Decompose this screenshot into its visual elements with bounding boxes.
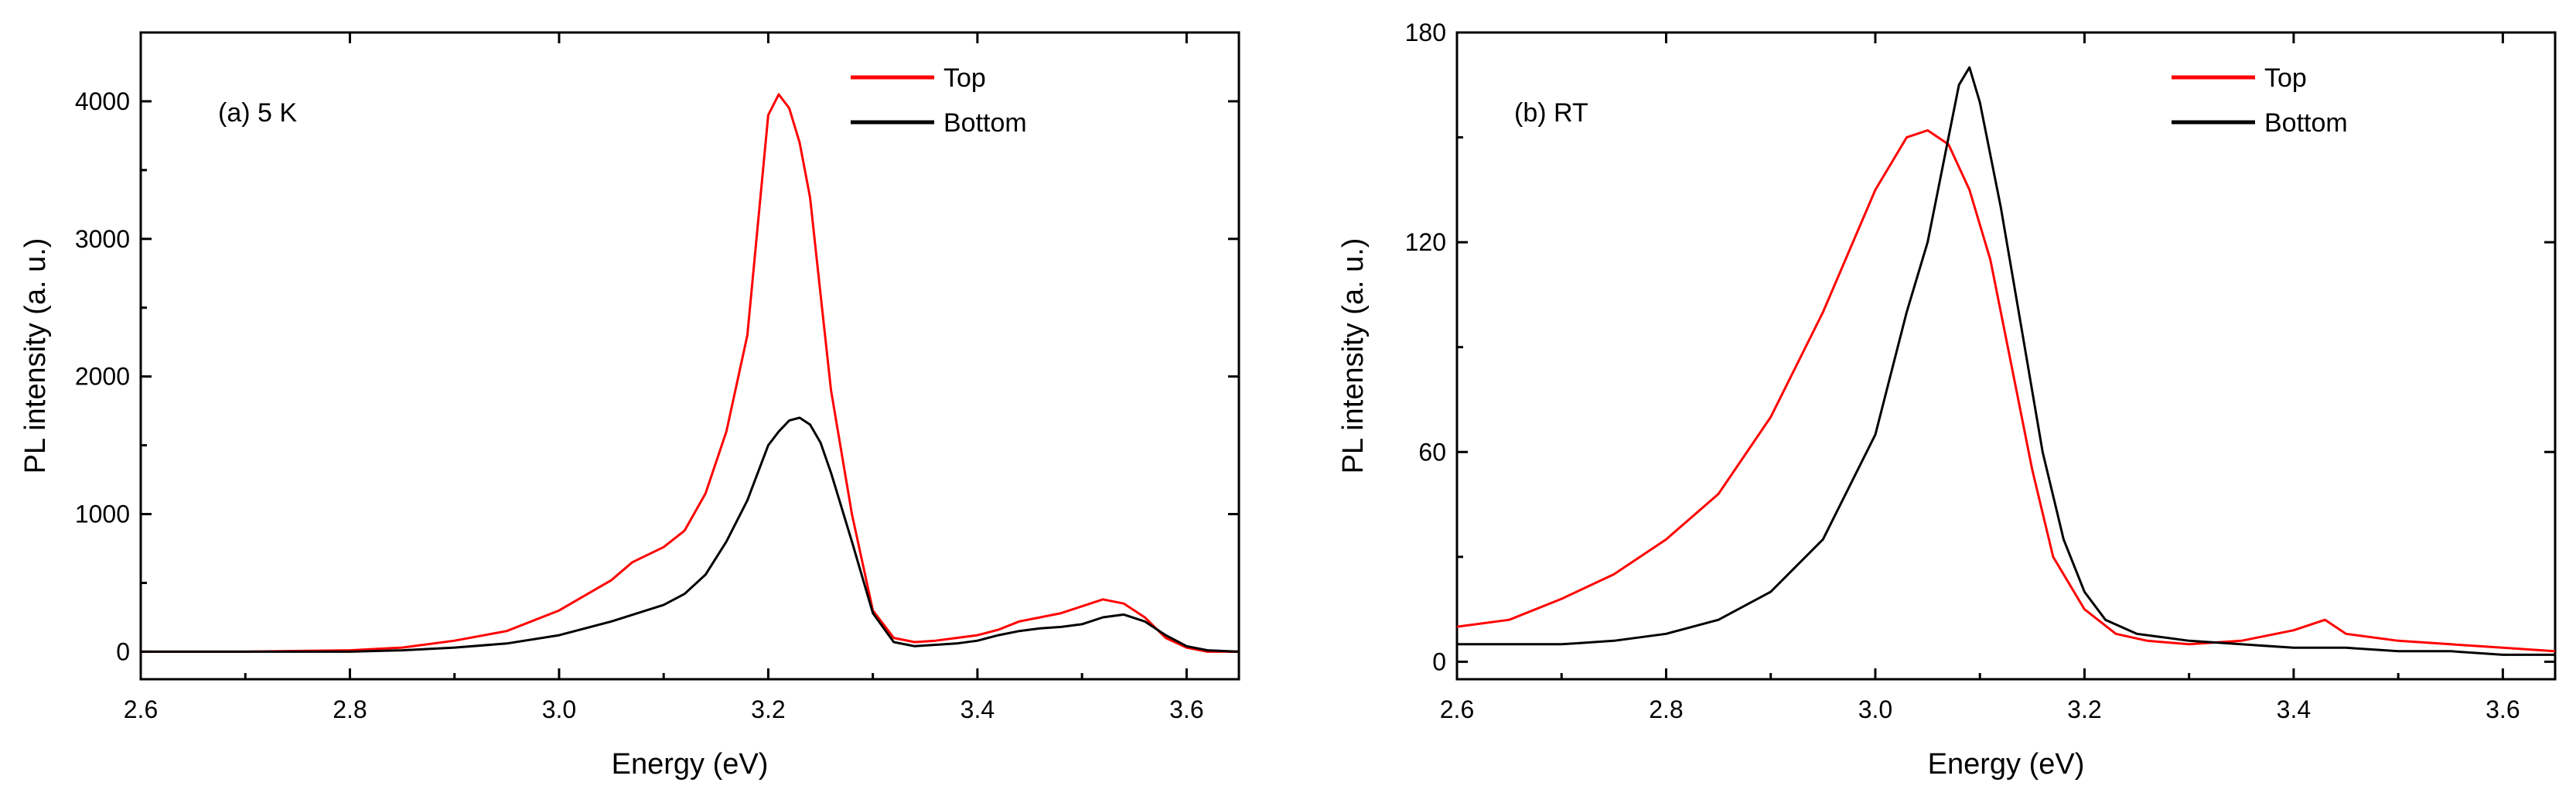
panel-b-x-tick-label: 3.4 xyxy=(2277,695,2311,723)
panel-b-series-top-line xyxy=(1457,129,2555,653)
panel-a-legend-label-bottom: Bottom xyxy=(943,108,1027,138)
panel-a-x-tick-label: 3.0 xyxy=(542,695,576,723)
panel-b: (b) RT Energy (eV) PL intensity (a. u.) … xyxy=(1337,19,2557,781)
panel-b-y-axis-title: PL intensity (a. u.) xyxy=(1337,238,1370,474)
panel-b-x-tick-label: 3.0 xyxy=(1858,695,1892,723)
panel-b-x-tick-label: 2.6 xyxy=(1440,695,1474,723)
panel-a-y-tick-label: 4000 xyxy=(75,87,130,115)
panel-a-series-bottom-line xyxy=(141,416,1239,653)
panel-a-legend-label-top: Top xyxy=(943,63,986,93)
panel-b-series-bottom-line xyxy=(1457,66,2555,656)
panel-a-y-tick-label: 1000 xyxy=(75,501,130,528)
panel-a-label: (a) 5 K xyxy=(218,98,297,128)
panel-a-x-tick-label: 2.6 xyxy=(124,695,158,723)
panel-a-y-tick-label: 3000 xyxy=(75,225,130,253)
panel-a-x-tick-label: 2.8 xyxy=(333,695,367,723)
panel-b-x-axis-title: Energy (eV) xyxy=(1928,748,2085,781)
panel-a-y-tick-label: 2000 xyxy=(75,363,130,391)
panel-a-series-top-line xyxy=(141,93,1239,653)
panel-a-y-tick-label: 0 xyxy=(116,637,130,665)
panel-a-x-tick-label: 3.6 xyxy=(1169,695,1203,723)
panel-b-y-tick-label: 180 xyxy=(1405,19,1446,46)
panel-b-legend-label-bottom: Bottom xyxy=(2264,108,2348,138)
panel-a-y-axis-title: PL intensity (a. u.) xyxy=(19,238,52,474)
panel-b-x-tick-label: 3.6 xyxy=(2486,695,2520,723)
panel-b-label: (b) RT xyxy=(1514,98,1588,128)
panel-a-x-tick-label: 3.4 xyxy=(960,695,995,723)
panel-b-x-tick-label: 2.8 xyxy=(1649,695,1683,723)
panel-b-legend-label-top: Top xyxy=(2264,63,2307,93)
panel-b-y-tick-label: 0 xyxy=(1432,648,1446,675)
panel-b-frame xyxy=(1455,31,2557,681)
panel-b-x-tick-label: 3.2 xyxy=(2067,695,2101,723)
panel-a: (a) 5 K Energy (eV) PL intensity (a. u.)… xyxy=(19,31,1240,781)
panel-a-x-axis-title: Energy (eV) xyxy=(612,748,769,781)
panel-a-frame xyxy=(139,31,1240,681)
panel-a-x-tick-label: 3.2 xyxy=(751,695,785,723)
panel-b-y-tick-label: 120 xyxy=(1405,228,1446,256)
panel-b-y-tick-label: 60 xyxy=(1418,438,1446,466)
